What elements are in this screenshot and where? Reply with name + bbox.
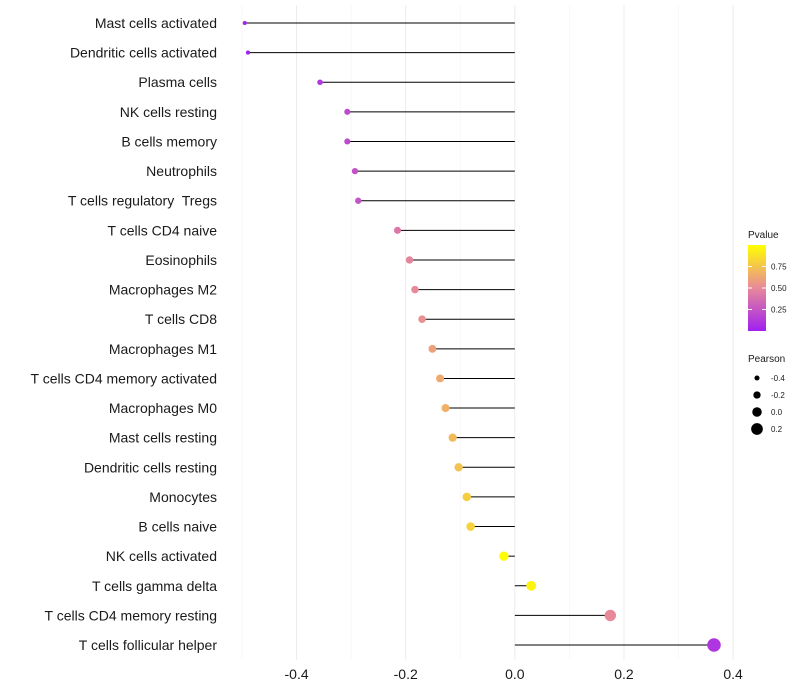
dot-layer [242,20,721,652]
category-label: B cells memory [121,133,217,149]
category-label: Macrophages M0 [109,400,217,416]
lollipop-dot [441,404,450,413]
category-label: T cells CD4 memory activated [31,370,217,386]
size-legend-label: -0.2 [771,391,785,400]
pvalue-legend: Pvalue 0.75 0.50 0.25 [748,230,787,331]
category-label: Dendritic cells resting [84,459,217,475]
x-tick-label: 0.4 [723,666,743,682]
lollipop-dot [344,108,351,115]
category-label: Mast cells activated [95,15,217,31]
lollipop-dot [499,551,509,561]
lollipop-dot [418,315,426,324]
colorbar-tick-label: 0.25 [771,306,787,315]
category-label: Plasma cells [138,74,217,90]
category-label: Macrophages M1 [109,341,217,357]
lollipop-dot [242,20,247,26]
lollipop-dot [448,433,457,442]
category-label: T cells regulatory Tregs [68,193,217,209]
lollipop-dot [526,580,537,591]
category-label: T cells CD4 memory resting [45,607,217,623]
lollipop-dot [462,492,472,502]
lollipop-dot [604,609,617,622]
x-tick-label: -0.4 [285,666,309,682]
grid-layer [241,5,734,660]
lollipop-dot [454,463,463,472]
stem-layer [244,22,714,646]
category-label: Eosinophils [145,252,217,268]
category-label: T cells follicular helper [79,637,218,653]
colorbar-tick-label: 0.75 [771,263,787,272]
colorbar-tick-label: 0.50 [771,284,787,293]
size-legend-dot [754,375,760,381]
pvalue-legend-title: Pvalue [748,230,779,241]
lollipop-dot [411,285,419,294]
size-legend-dot [751,423,763,435]
x-tick-label: -0.2 [394,666,418,682]
size-legend-label: -0.4 [771,374,785,383]
size-legend-dot [753,391,761,399]
category-label: NK cells activated [106,548,217,564]
lollipop-dot [351,167,359,175]
lollipop-dot [466,522,475,531]
size-legend-label: 0.2 [771,425,783,434]
lollipop-dot [707,638,721,652]
category-label: Neutrophils [146,163,217,179]
lollipop-dot [428,344,437,353]
pvalue-colorbar [748,245,766,331]
x-axis-ticks: -0.4 -0.2 0.0 0.2 0.4 [285,666,744,682]
lollipop-dot [245,50,251,55]
pearson-legend: Pearson -0.4 -0.2 0.0 0.2 [748,354,785,435]
lollipop-dot [405,256,414,264]
x-tick-label: 0.0 [505,666,525,682]
category-label: Macrophages M2 [109,282,217,298]
category-label: Dendritic cells activated [70,45,217,61]
category-label: Mast cells resting [109,430,217,446]
category-label: T cells gamma delta [92,578,217,594]
lollipop-dot [317,79,323,86]
x-tick-label: 0.2 [614,666,634,682]
category-label: T cells CD8 [145,311,217,327]
lollipop-dot [436,374,445,383]
size-legend-dot [752,407,762,417]
pearson-legend-title: Pearson [748,354,785,365]
lollipop-dot [355,197,362,204]
lollipop-dot [393,226,402,234]
category-label: Monocytes [149,489,217,505]
size-legend-label: 0.0 [771,408,783,417]
category-label: T cells CD4 naive [108,222,218,238]
lollipop-dot [344,138,351,145]
category-label: NK cells resting [120,104,217,120]
category-label: B cells naive [138,519,217,535]
category-labels: Mast cells activated Dendritic cells acti… [31,15,218,653]
